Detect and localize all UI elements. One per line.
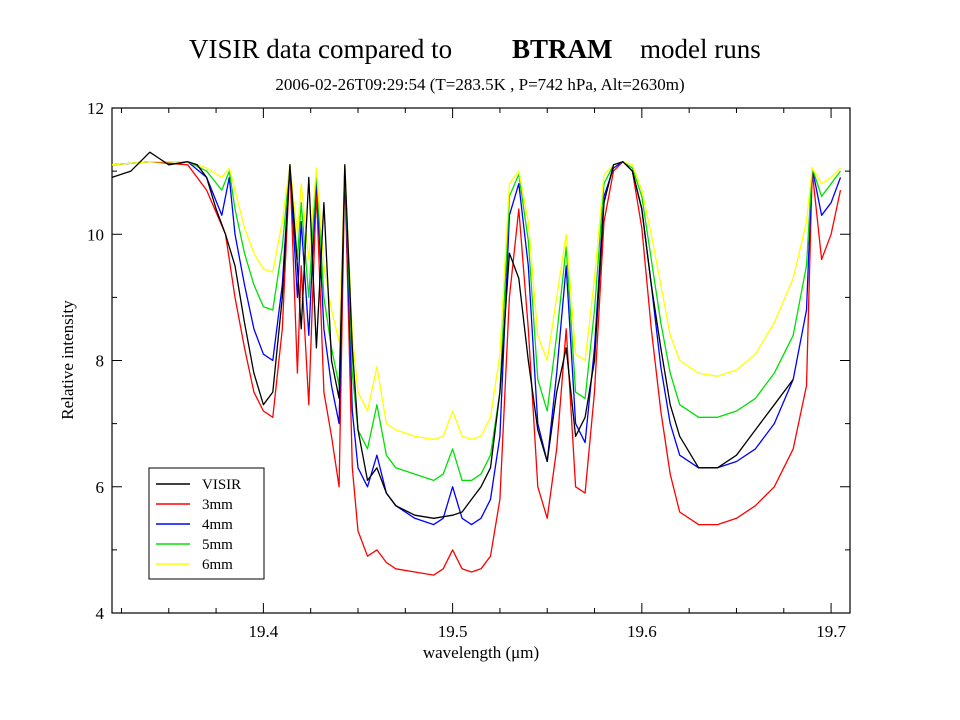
series-line-5mm [111, 161, 842, 482]
x-tick-label: 19.5 [438, 622, 468, 641]
series-lines [111, 151, 842, 576]
chart-title-highlight: BTRAM [512, 34, 613, 64]
x-tick-label: 19.4 [249, 622, 279, 641]
chart-title-suffix: model runs [640, 34, 761, 64]
axis-ticks: 19.4 19.5 19.6 19.7 4 6 8 10 12 [87, 99, 850, 641]
y-tick-label: 10 [87, 225, 104, 244]
series-line-4mm [111, 161, 842, 526]
y-axis-label: Relative intensity [58, 300, 77, 420]
series-line-visir [111, 151, 794, 519]
legend-label-4mm: 4mm [202, 517, 233, 533]
y-tick-label: 6 [96, 478, 105, 497]
y-tick-label: 8 [96, 352, 105, 371]
x-tick-label: 19.7 [816, 622, 846, 641]
chart-subtitle: 2006-02-26T09:29:54 (T=283.5K , P=742 hP… [275, 75, 684, 94]
legend-label-visir: VISIR [202, 477, 241, 493]
chart-title-prefix: VISIR data compared to [189, 34, 452, 64]
y-tick-label: 12 [87, 99, 104, 118]
y-tick-label: 4 [96, 604, 105, 623]
legend-label-6mm: 6mm [202, 557, 233, 573]
legend-label-5mm: 5mm [202, 537, 233, 553]
x-tick-label: 19.6 [627, 622, 657, 641]
x-axis-label: wavelength (μm) [423, 643, 539, 662]
legend-label-3mm: 3mm [202, 497, 233, 513]
legend: VISIR 3mm 4mm 5mm 6mm [148, 467, 265, 580]
series-line-6mm [111, 161, 841, 441]
